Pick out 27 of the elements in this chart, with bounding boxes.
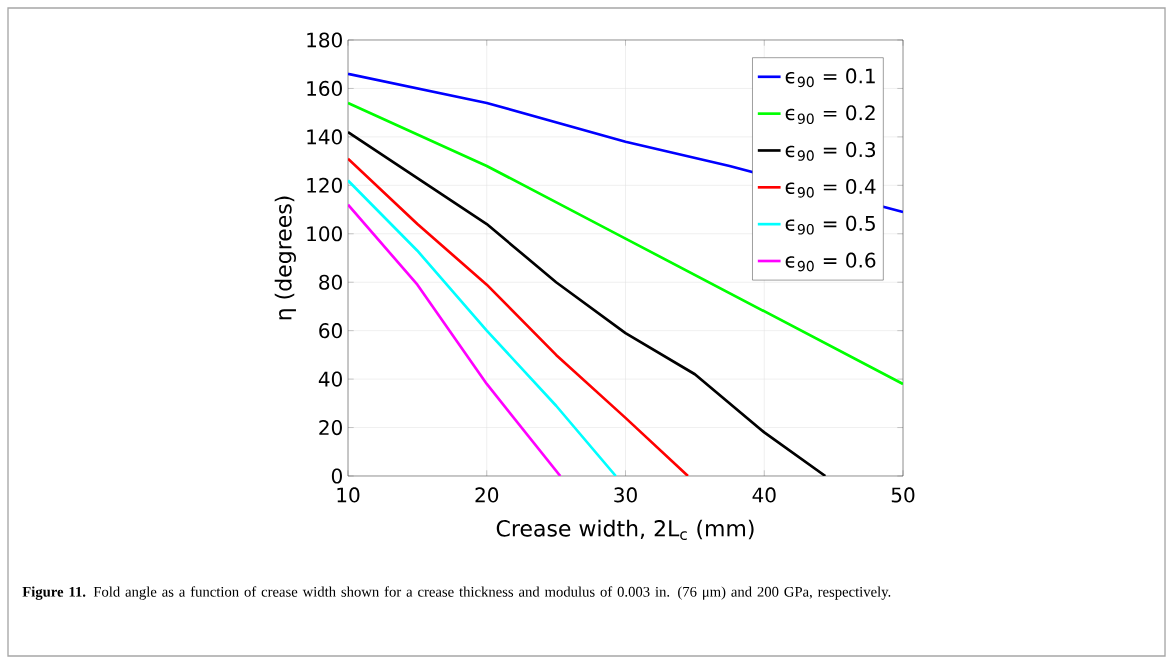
x-tick-label: 20 (475, 487, 499, 503)
y-tick-label: 60 (319, 323, 342, 339)
y-tick-label: 0 (331, 468, 342, 484)
y-tick-label: 20 (319, 419, 342, 436)
legend-label: ϵ$_{90}$ = 0.3 (785, 142, 876, 161)
x-tick-label: 40 (752, 487, 776, 503)
y-tick-label: 100 (307, 226, 342, 242)
line-series (348, 157, 690, 476)
legend-label: ϵ$_{90}$ = 0.1 (785, 68, 875, 88)
y-tick-label: 40 (318, 371, 342, 387)
y-tick-label: 140 (307, 129, 342, 145)
legend-label: ϵ$_{90}$ = 0.5 (785, 215, 875, 235)
x-tick-label: 30 (614, 487, 637, 503)
legend-label: ϵ$_{90}$ = 0.2 (785, 105, 875, 125)
line-series (348, 203, 562, 476)
legend-label: ϵ$_{90}$ = 0.6 (785, 252, 876, 272)
line-series (348, 179, 618, 476)
y-axis-title: η (degrees) (274, 196, 296, 320)
x-tick-label: 10 (337, 487, 360, 503)
y-tick-label: 120 (307, 177, 342, 193)
y-tick-label: 180 (307, 32, 342, 48)
x-axis-title: Crease width, 2L$_{c}$ (mm) (496, 519, 754, 541)
legend-label: ϵ$_{90}$ = 0.4 (785, 178, 876, 198)
y-tick-label: 80 (319, 274, 342, 290)
text: Figure 11. Fold angle as a function of crease width shown for a crease thickness and modulus of 0.003 in. (76 μm) and 200 GPa, respectively. (22, 586, 891, 600)
y-tick-label: 160 (307, 80, 342, 97)
x-tick-label: 50 (891, 487, 915, 503)
